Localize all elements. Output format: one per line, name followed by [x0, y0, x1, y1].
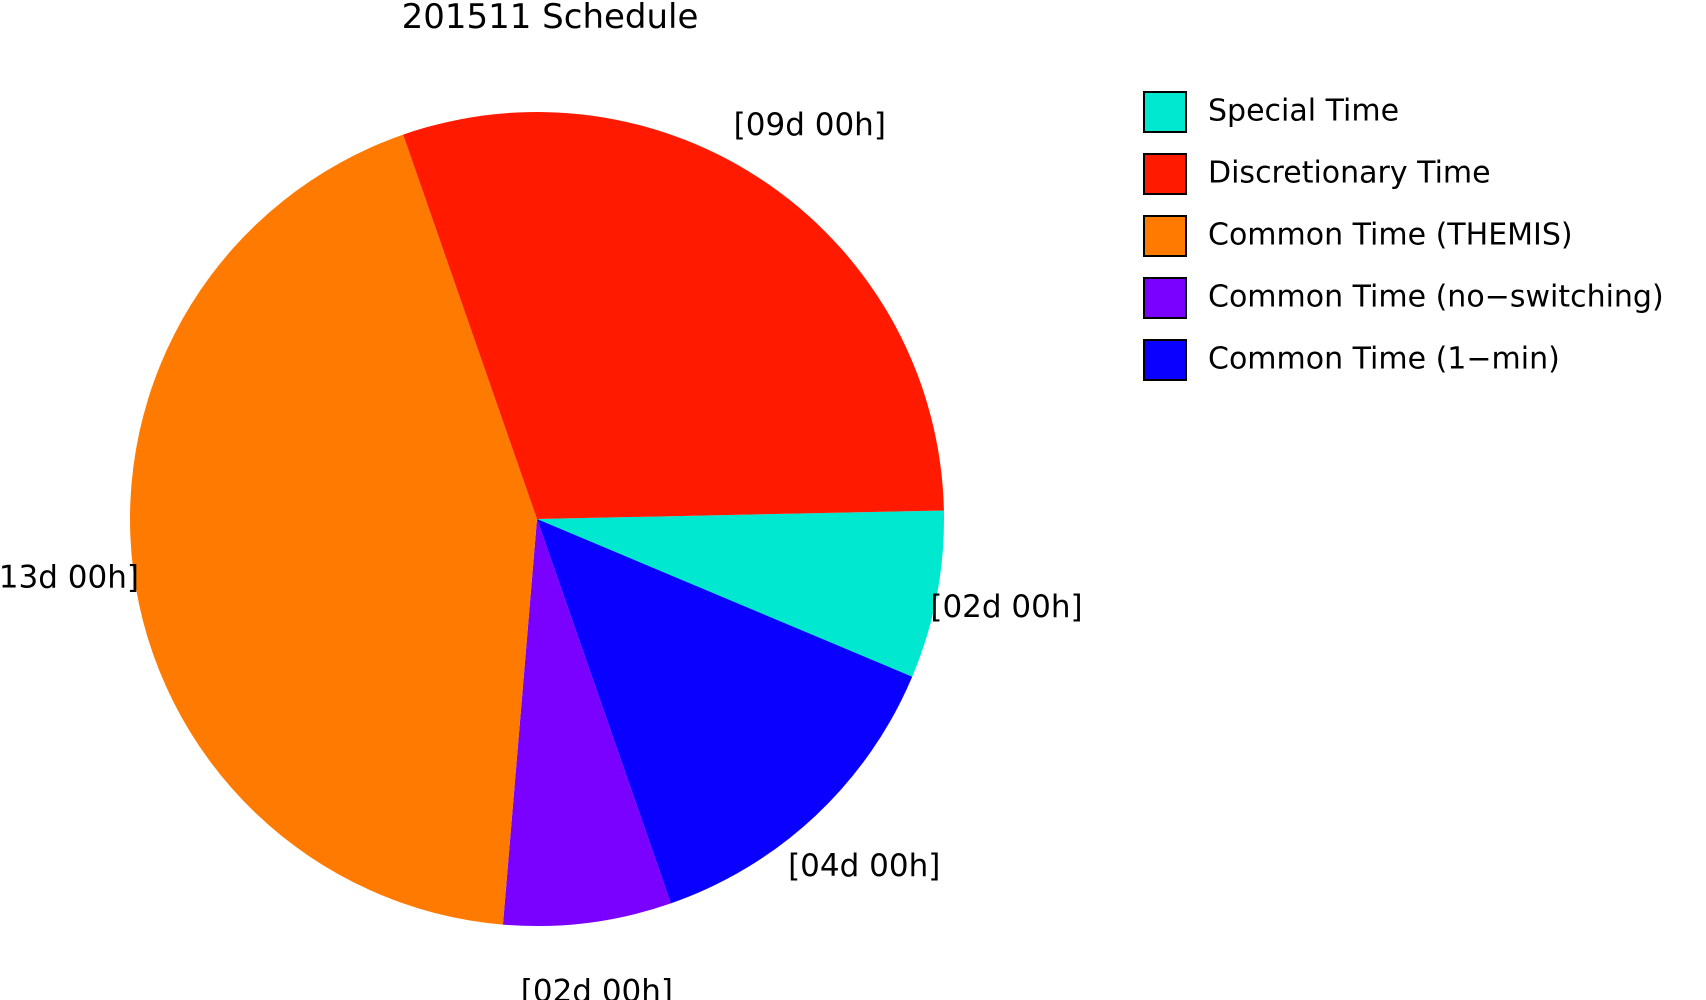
pie-slice-common-time-1-min [537, 519, 913, 904]
data-label-common-time-no-switching: [02d 00h] [521, 974, 673, 1000]
legend: Special Time Discretionary Time Common Tim… [1143, 91, 1664, 381]
legend-label-common-time-themis: Common Time (THEMIS) [1208, 218, 1573, 253]
legend-swatch-common-time-no-switching [1143, 277, 1187, 319]
data-label-common-time-themis: [13d 00h] [0, 559, 139, 595]
legend-swatch-discretionary-time [1143, 153, 1187, 195]
data-label-discretionary-time: [09d 00h] [734, 107, 886, 143]
pie-slice-labels: [02d 00h] [04d 00h] [02d 00h] [13d 00h] [09d… [0, 107, 1083, 1000]
pie-slices [130, 112, 944, 926]
pie-slice-discretionary-time [403, 112, 944, 519]
legend-label-common-time-1-min: Common Time (1−min) [1208, 342, 1560, 377]
legend-label-discretionary-time: Discretionary Time [1208, 156, 1491, 191]
data-label-special-time: [02d 00h] [930, 589, 1082, 625]
legend-swatch-common-time-themis [1143, 215, 1187, 257]
pie-slice-common-time-themis [130, 134, 537, 925]
legend-label-common-time-no-switching: Common Time (no−switching) [1208, 280, 1664, 315]
legend-swatch-common-time-1-min [1143, 339, 1187, 381]
legend-swatch-special-time [1143, 91, 1187, 133]
legend-label-special-time: Special Time [1208, 94, 1399, 129]
pie-slice-common-time-no-switching [502, 519, 671, 926]
pie-slice-special-time [537, 510, 944, 677]
chart-title: 201511 Schedule [402, 0, 699, 37]
data-label-common-time-1-min: [04d 00h] [788, 848, 940, 884]
